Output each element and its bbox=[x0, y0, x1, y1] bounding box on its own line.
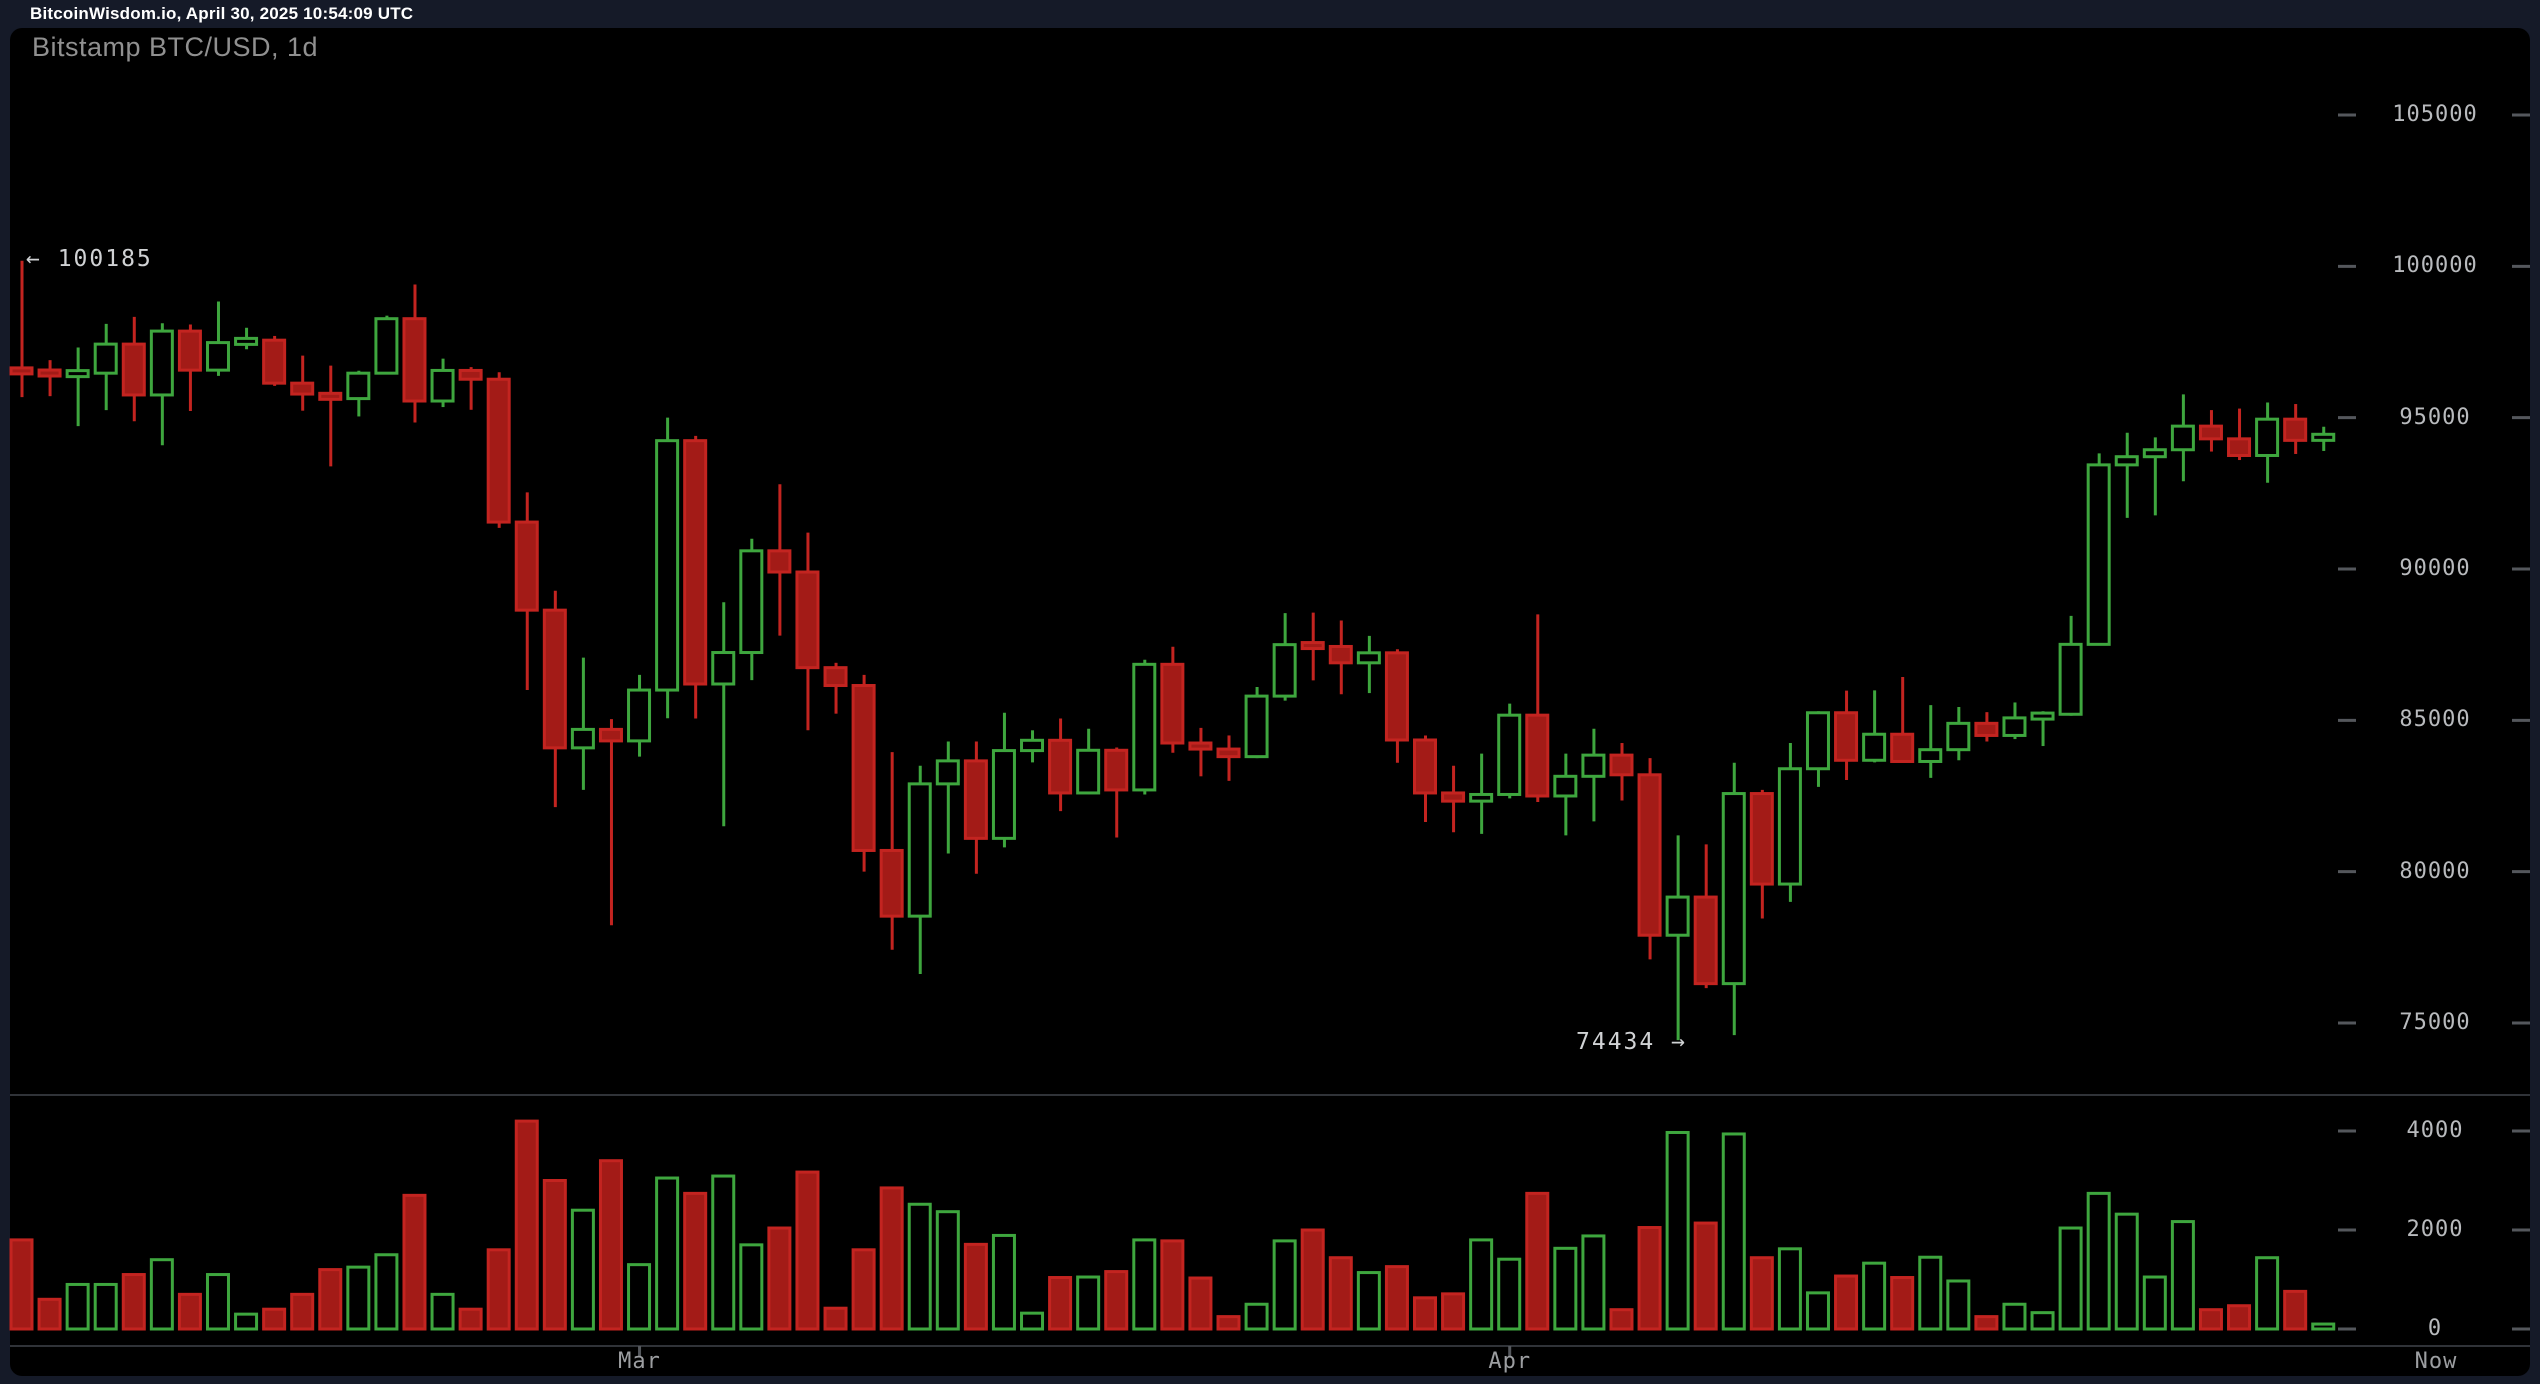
month-label-mar: Mar bbox=[618, 1349, 661, 1374]
volume-tick-label: 4000 bbox=[2406, 1118, 2464, 1143]
volume-tick-label: 0 bbox=[2427, 1316, 2443, 1341]
price-tick-label: 90000 bbox=[2399, 555, 2471, 581]
price-tick-label: 105000 bbox=[2392, 102, 2478, 127]
month-label-apr: Apr bbox=[1488, 1349, 1532, 1374]
price-tick-label: 80000 bbox=[2399, 858, 2471, 884]
header-bar: BitcoinWisdom.io, April 30, 2025 10:54:0… bbox=[0, 0, 2540, 28]
high-price-annotation: ← 100185 bbox=[26, 246, 153, 272]
price-tick-label: 75000 bbox=[2399, 1009, 2471, 1035]
price-tick-label: 85000 bbox=[2399, 707, 2471, 733]
chart-title: Bitstamp BTC/USD, 1d bbox=[32, 32, 319, 62]
site-timestamp-label: BitcoinWisdom.io, April 30, 2025 10:54:0… bbox=[30, 4, 414, 23]
price-tick-label: 100000 bbox=[2392, 253, 2478, 279]
low-price-annotation: 74434 → bbox=[1576, 1029, 1687, 1055]
volume-tick-label: 2000 bbox=[2406, 1217, 2464, 1242]
chart-panel bbox=[10, 28, 2530, 1376]
price-tick-label: 95000 bbox=[2399, 404, 2471, 430]
now-label: Now bbox=[2414, 1349, 2458, 1374]
